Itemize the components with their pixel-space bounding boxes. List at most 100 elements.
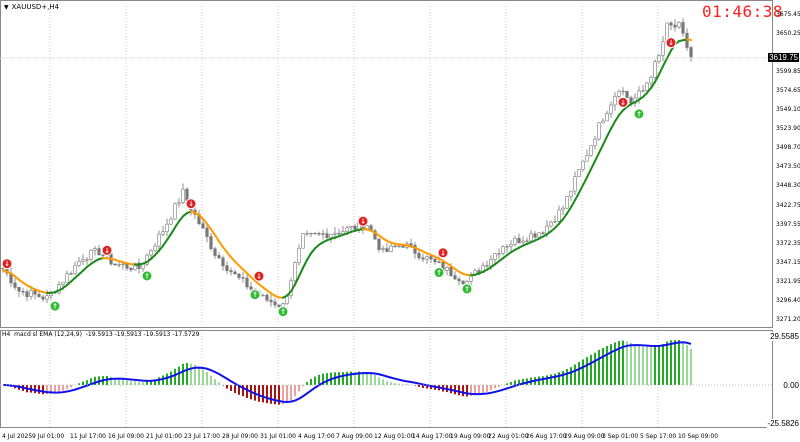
candle-body [645,82,649,91]
candle-body [673,24,677,28]
candle-body [373,230,377,240]
candle-body [681,22,685,34]
candle-body [517,237,521,244]
candle-body [381,248,385,250]
arrow-glyph: ↓ [620,99,626,107]
candle-body [409,243,413,246]
candle-body [181,188,185,203]
time-tick: 28 Jul 09:00 [222,433,258,440]
price-tick: 3549.10 [776,106,800,114]
time-tick: 3 Sep 01:00 [602,433,639,440]
candle-body [461,280,465,285]
ma-segment [610,120,616,130]
candle-body [129,267,133,271]
current-price-label: 3619.75 [768,53,799,62]
candle-body [21,290,25,293]
arrow-glyph: ↑ [436,269,442,277]
candle-body [309,232,313,235]
candle-body [245,277,249,288]
candle-body [465,281,469,285]
candle-body [297,247,301,263]
candle-body [97,248,101,256]
candle-body [185,188,189,201]
candle-body [265,294,269,301]
candle-body [605,113,609,122]
candle-body [221,257,225,267]
ma-segment [210,228,216,237]
candle-body [353,225,357,230]
candle-body [489,259,493,266]
arrow-glyph: ↑ [636,110,642,118]
candle-body [509,243,513,247]
candle-body [93,248,97,251]
candle-body [149,250,153,256]
sell-arrow-icon [101,244,113,256]
ma-segment [206,222,212,231]
arrow-glyph: ↓ [668,39,674,47]
candle-body [653,61,657,78]
moving-average-line [2,38,692,299]
candle-body [417,253,421,259]
sell-arrow-icon [665,37,677,49]
buy-arrow-icon [277,306,289,318]
candle-body [689,47,693,58]
candle-body [657,55,661,63]
candle-body [61,281,65,285]
candle-body [661,41,665,56]
candle-body [237,273,241,278]
ma-segment [202,217,208,225]
ma-segment [162,238,168,247]
buy-arrow-icon [633,108,645,120]
candle-body [233,271,237,275]
price-tick: 3296.40 [776,296,800,304]
candle-body [625,90,629,98]
price-tick: 3448.30 [776,182,800,190]
symbol-title[interactable]: ▼ XAUUSD+,H4 [4,3,59,11]
sell-arrow-icon [437,247,449,259]
ma-segment [302,258,308,269]
candle-body [85,259,89,261]
buy-arrow-icon [49,300,61,312]
candle-body [389,245,393,252]
time-tick: 4 Aug 17:00 [298,433,335,440]
candle-body [101,254,105,257]
candle-body [261,294,265,297]
candle-body [385,248,389,252]
time-tick: 9 Jul 01:00 [32,433,65,440]
ma-segment [618,109,624,117]
candle-body [325,233,329,238]
candle-body [125,263,129,269]
candle-body [161,231,165,235]
candle-body [485,265,489,267]
candle-body [397,245,401,248]
ma-segment [662,57,668,68]
ma-segment [590,160,596,171]
indicator-axis-max: 29.5585 [770,332,799,341]
arrow-glyph: ↑ [144,272,150,280]
candle-body [617,90,621,97]
sell-arrow-icon [357,215,369,227]
candle-body [73,265,77,275]
candle-body [65,273,69,283]
buy-arrow-icon [461,283,473,295]
ma-segment [594,151,600,163]
price-tick: 3422.75 [776,201,800,209]
candle-body [213,248,217,256]
candle-body [25,291,29,297]
dropdown-triangle-icon[interactable]: ▼ [4,4,9,11]
signal-markers: ↓ ↓ ↓ ↓ ↓ ↓ ↓ ↓ ↑ ↑ ↑ ↑ ↑ ↑ ↑ [1,37,677,318]
time-tick: 5 Sep 17:00 [640,433,677,440]
ma-segment [226,251,232,259]
candle-body [525,240,529,243]
ma-segment [666,49,672,60]
candle-body [269,299,273,303]
time-tick: 31 Jul 01:00 [260,433,296,440]
time-tick: 4 Jul 2025 [2,433,33,440]
price-tick: 3498.70 [776,144,800,152]
indicator-label: H4 macd sl EMA (12,24,9) -19.5913 -19.59… [2,331,200,338]
candle-body [565,196,569,209]
candle-body [229,270,233,273]
ma-segment [294,275,300,286]
ma-segment [658,65,664,76]
